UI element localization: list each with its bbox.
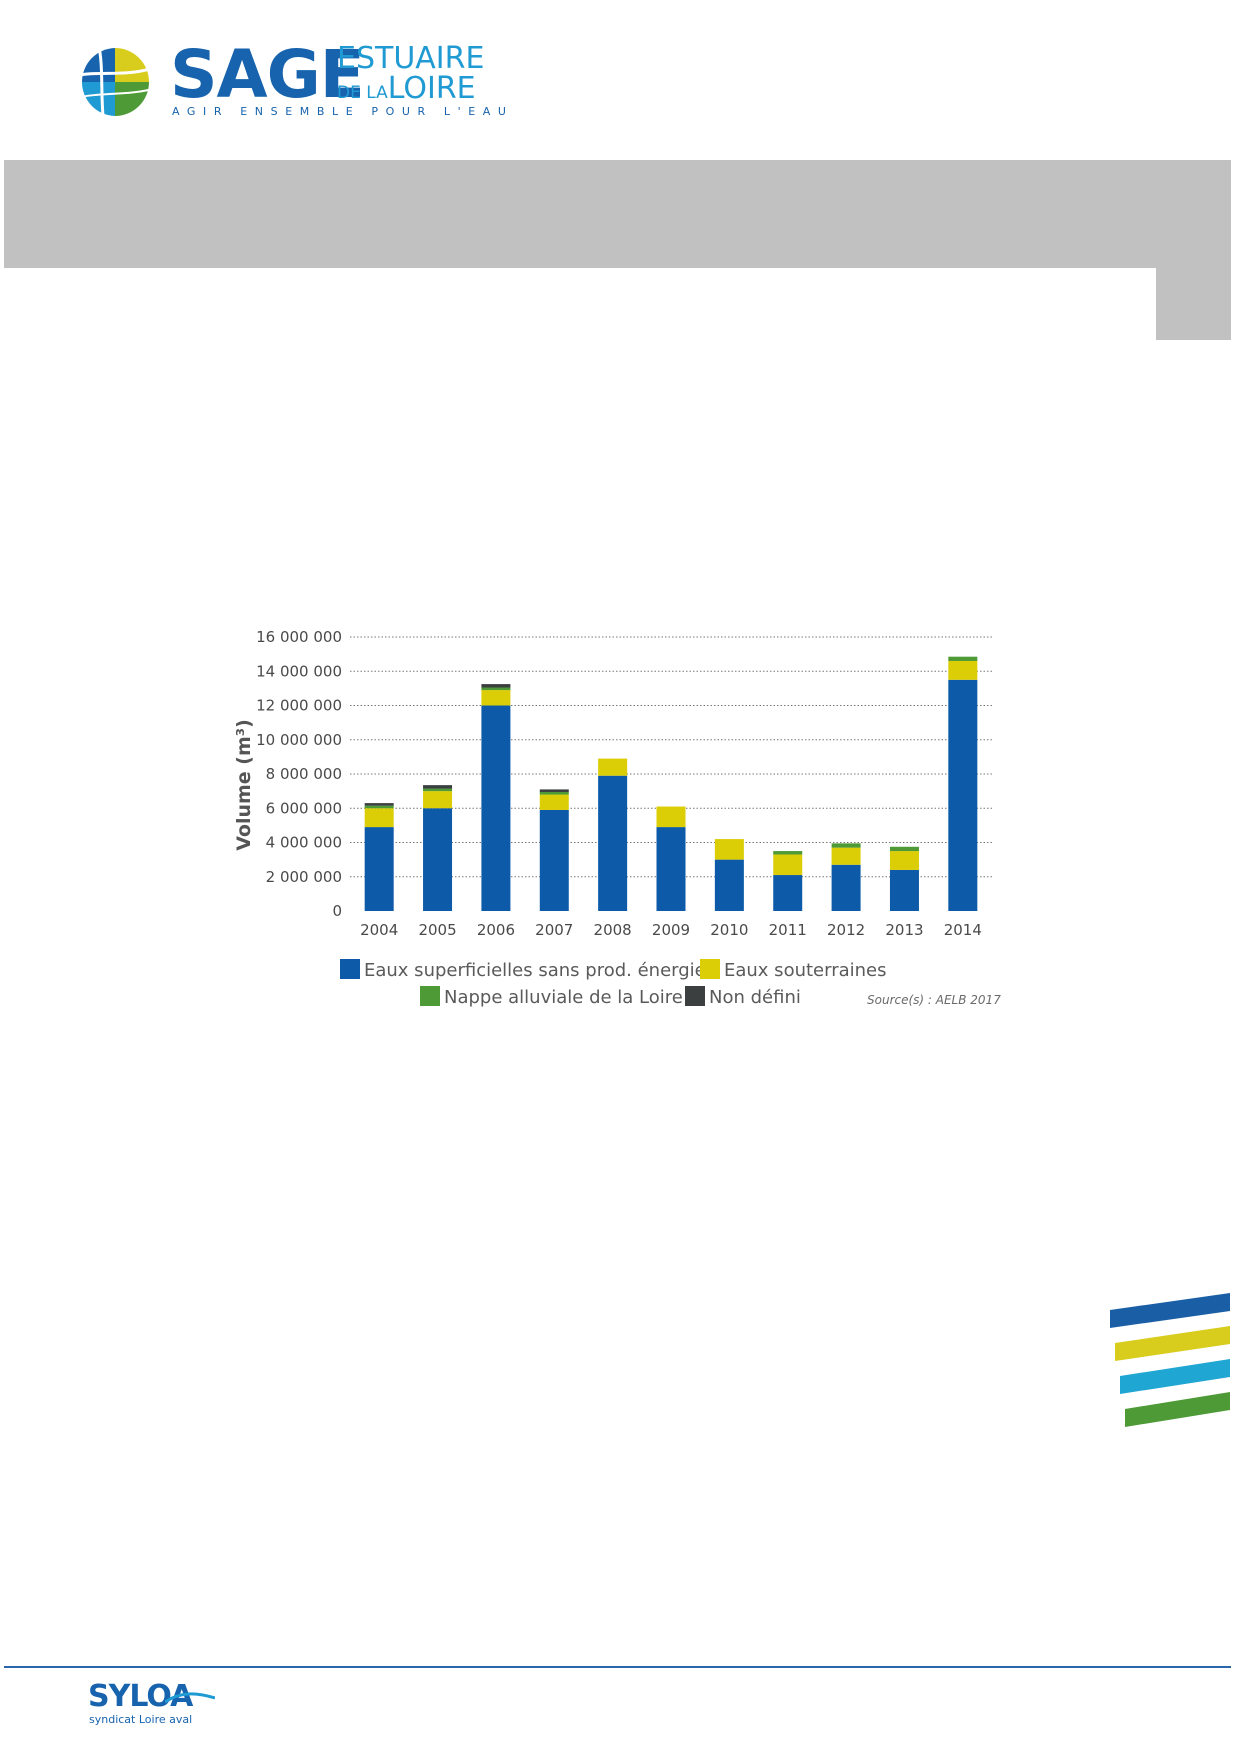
- bar-segment: [773, 854, 803, 876]
- x-tick-label: 2004: [360, 921, 398, 939]
- legend-label-surface: Eaux superficielles sans prod. énergie: [364, 960, 706, 981]
- bar-segment: [539, 809, 569, 911]
- logo-sage-text: SAGE: [170, 36, 365, 113]
- bar-segment: [423, 788, 453, 792]
- bar-segment: [948, 660, 978, 680]
- bar-segment: [773, 875, 803, 911]
- x-tick-label: 2006: [477, 921, 515, 939]
- bar-segment: [831, 864, 861, 911]
- bar-segment: [714, 859, 744, 911]
- legend-swatch-groundwater: [700, 959, 720, 979]
- bar-segment: [539, 794, 569, 810]
- bar-segment: [481, 690, 511, 706]
- bar-segment: [831, 847, 861, 865]
- bar-segment: [364, 808, 394, 828]
- bar-segment: [598, 775, 628, 911]
- legend-item-undefined: Non défini: [685, 985, 801, 1011]
- footer-logo-subtitle: syndicat Loire aval: [89, 1713, 193, 1726]
- y-tick-label: 12 000 000: [256, 697, 342, 715]
- bar-segment: [423, 808, 453, 911]
- bar-segment: [948, 679, 978, 911]
- y-axis-label: Volume (m³): [233, 719, 255, 851]
- legend-label-undefined: Non défini: [709, 987, 801, 1008]
- legend-swatch-undefined: [685, 986, 705, 1006]
- chart-y-axis: 0 2 000 000 4 000 000 6 000 000 8 000 000 10 …: [256, 628, 342, 920]
- bar-segment: [539, 789, 569, 792]
- bar-segment: [481, 687, 511, 691]
- logo-de-la-text: DE LA: [337, 83, 388, 103]
- y-tick-label: 16 000 000: [256, 628, 342, 646]
- chart-bars: [364, 656, 978, 911]
- bar-segment: [948, 656, 978, 661]
- y-tick-label: 2 000 000: [266, 868, 342, 886]
- y-tick-label: 0: [332, 902, 342, 920]
- stripe-cyan: [1120, 1359, 1230, 1394]
- legend-item-groundwater: Eaux souterraines: [700, 958, 887, 984]
- footer-divider: [4, 1666, 1231, 1668]
- bar-segment: [889, 869, 919, 911]
- decorative-stripes: [1110, 1293, 1230, 1427]
- chart-source: Source(s) : AELB 2017: [867, 993, 1001, 1007]
- logo-de-la-loire: DE LALOIRE: [337, 74, 476, 108]
- x-tick-label: 2013: [885, 921, 923, 939]
- legend-item-surface: Eaux superficielles sans prod. énergie: [340, 958, 706, 984]
- bar-segment: [481, 684, 511, 688]
- x-tick-label: 2008: [594, 921, 632, 939]
- legend-swatch-surface: [340, 959, 360, 979]
- x-tick-label: 2010: [710, 921, 748, 939]
- bar-segment: [481, 705, 511, 911]
- bar-segment: [423, 785, 453, 789]
- stripe-green: [1125, 1392, 1230, 1427]
- x-tick-label: 2014: [944, 921, 982, 939]
- x-tick-label: 2007: [535, 921, 573, 939]
- bar-segment: [714, 839, 744, 860]
- bar-segment: [889, 851, 919, 870]
- bar-segment: [364, 803, 394, 806]
- logo-loire-text: LOIRE: [387, 71, 476, 106]
- y-tick-label: 10 000 000: [256, 731, 342, 749]
- legend-swatch-alluvial: [420, 986, 440, 1006]
- logo-tagline: AGIR ENSEMBLE POUR L'EAU: [172, 105, 514, 118]
- bar-segment: [364, 805, 394, 809]
- bar-segment: [889, 846, 919, 852]
- bar-segment: [656, 806, 686, 828]
- bar-segment: [831, 843, 861, 848]
- chart-x-axis: 2004 2005 2006 2007 2008 2009 2010 2011 2012 2013…: [360, 921, 982, 939]
- y-tick-label: 8 000 000: [266, 765, 342, 783]
- volume-bar-chart: 0 2 000 000 4 000 000 6 000 000 8 000 000 10 …: [233, 628, 992, 939]
- chart-legend: Eaux superficielles sans prod. énergie E…: [340, 958, 1001, 1014]
- stripe-yellow: [1115, 1326, 1230, 1361]
- syloa-swoosh-icon: [165, 1692, 215, 1704]
- logo-estuaire-text: ESTUAIRE: [337, 41, 485, 76]
- y-tick-label: 4 000 000: [266, 834, 342, 852]
- x-tick-label: 2005: [418, 921, 456, 939]
- bar-segment: [364, 827, 394, 911]
- y-tick-label: 6 000 000: [266, 799, 342, 817]
- bar-segment: [539, 791, 569, 795]
- legend-item-alluvial: Nappe alluviale de la Loire: [420, 985, 683, 1011]
- bar-segment: [598, 758, 628, 776]
- x-tick-label: 2009: [652, 921, 690, 939]
- legend-label-groundwater: Eaux souterraines: [724, 960, 887, 981]
- x-tick-label: 2011: [769, 921, 807, 939]
- bar-segment: [423, 791, 453, 809]
- title-band: [4, 160, 1231, 268]
- stripe-blue: [1110, 1293, 1230, 1328]
- x-tick-label: 2012: [827, 921, 865, 939]
- legend-label-alluvial: Nappe alluviale de la Loire: [444, 987, 683, 1008]
- y-tick-label: 14 000 000: [256, 662, 342, 680]
- bar-segment: [656, 827, 686, 911]
- bar-segment: [773, 851, 803, 855]
- title-band-tab: [1156, 268, 1231, 340]
- sage-logo-icon: [73, 41, 159, 127]
